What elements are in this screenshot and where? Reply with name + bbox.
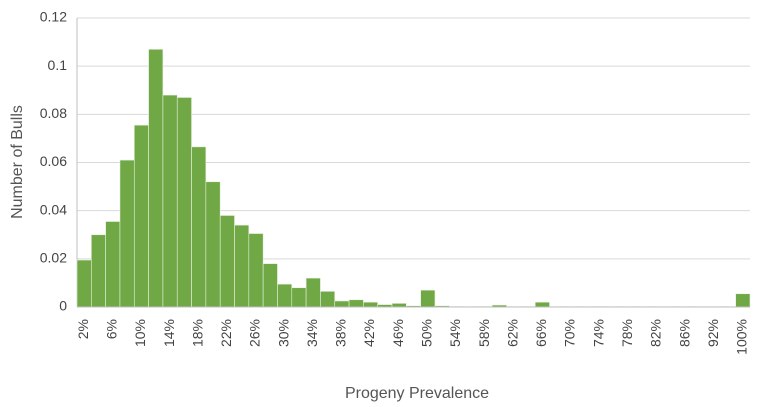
bar xyxy=(363,301,379,308)
bar xyxy=(334,300,350,308)
x-tick-label: 50% xyxy=(419,319,435,347)
x-tick-label: 2% xyxy=(75,319,91,339)
x-tick-label: 86% xyxy=(676,319,692,347)
x-tick-label: 100% xyxy=(734,319,750,355)
y-axis-title: Number of Bulls xyxy=(9,105,26,219)
x-tick-label: 66% xyxy=(533,319,549,347)
x-tick-label: 26% xyxy=(247,319,263,347)
x-tick-label: 34% xyxy=(304,319,320,347)
x-tick-label: 54% xyxy=(447,319,463,347)
y-tick-label: 0.1 xyxy=(48,57,68,73)
y-tick-label: 0 xyxy=(59,298,67,314)
x-tick-label: 6% xyxy=(104,319,120,339)
x-tick-label: 38% xyxy=(333,319,349,347)
x-tick-label: 58% xyxy=(476,319,492,347)
x-tick-label: 22% xyxy=(218,319,234,347)
bar xyxy=(234,224,250,308)
x-tick-label: 42% xyxy=(361,319,377,347)
y-tick-label: 0.12 xyxy=(40,9,67,25)
x-tick-label: 18% xyxy=(189,319,205,347)
bar xyxy=(105,221,121,308)
y-tick-label: 0.02 xyxy=(40,250,67,266)
bar xyxy=(119,159,135,308)
bar xyxy=(76,259,92,308)
bar xyxy=(291,287,307,308)
bar xyxy=(320,291,336,308)
x-tick-label: 70% xyxy=(562,319,578,347)
bar xyxy=(735,293,751,308)
bar xyxy=(305,277,321,308)
bar xyxy=(262,263,278,308)
y-tick-label: 0.08 xyxy=(40,105,67,121)
bar xyxy=(420,289,436,308)
y-tick-label: 0.06 xyxy=(40,153,67,169)
bar xyxy=(148,49,164,308)
bar xyxy=(91,234,106,308)
x-tick-label: 78% xyxy=(619,319,635,347)
x-tick-label: 14% xyxy=(161,319,177,347)
bar xyxy=(248,233,264,308)
bar xyxy=(176,97,192,308)
bar xyxy=(534,301,550,308)
x-axis-title: Progeny Prevalence xyxy=(345,385,489,402)
x-tick-label: 92% xyxy=(705,319,721,347)
x-tick-label: 30% xyxy=(275,319,291,347)
bar xyxy=(219,215,235,308)
x-tick-label: 82% xyxy=(648,319,664,347)
bar xyxy=(348,299,364,308)
x-tick-label: 62% xyxy=(504,319,520,347)
bar xyxy=(162,94,178,308)
x-tick-label: 74% xyxy=(590,319,606,347)
bar xyxy=(191,146,207,308)
x-tick-label: 46% xyxy=(390,319,406,347)
bar xyxy=(391,303,407,308)
bar xyxy=(133,124,149,308)
bar xyxy=(205,181,221,308)
bar xyxy=(277,283,293,308)
x-tick-label: 10% xyxy=(132,319,148,347)
y-tick-label: 0.04 xyxy=(40,201,67,217)
